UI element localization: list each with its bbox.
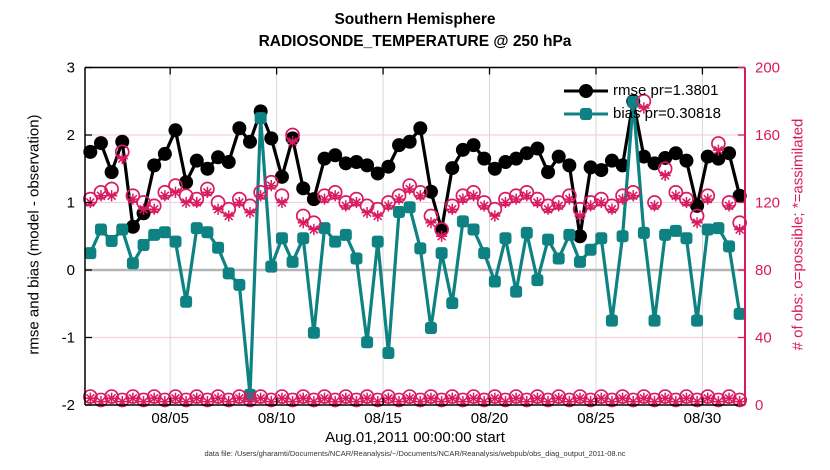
- svg-text:40: 40: [755, 330, 772, 347]
- legend-label-rmse: rmse pr=1.3801: [613, 82, 719, 99]
- tick-labels: 08/05 08/10 08/15 08/20 08/25 08/30 3 2 1 0 -1 -2 20…: [62, 60, 780, 428]
- svg-text:160: 160: [755, 127, 780, 144]
- svg-text:08/25: 08/25: [577, 410, 615, 427]
- svg-text:120: 120: [755, 195, 780, 212]
- svg-text:08/15: 08/15: [364, 410, 402, 427]
- svg-text:0: 0: [67, 262, 75, 279]
- svg-text:1: 1: [67, 195, 75, 212]
- bias-square-icon: [580, 107, 592, 120]
- svg-text:-2: -2: [62, 397, 75, 414]
- series-bias: [84, 95, 746, 401]
- svg-text:08/30: 08/30: [684, 410, 722, 427]
- legend-sample-rmse: [564, 83, 608, 98]
- axes-box: [84, 66, 746, 406]
- legend-sample-bias: [564, 107, 608, 120]
- svg-text:08/10: 08/10: [258, 410, 296, 427]
- svg-text:2: 2: [67, 127, 75, 144]
- svg-text:80: 80: [755, 262, 772, 279]
- title-line2: RADIOSONDE_TEMPERATURE @ 250 hPa: [258, 33, 572, 50]
- svg-text:-1: -1: [62, 330, 75, 347]
- svg-text:3: 3: [67, 60, 75, 77]
- data-file-caption: data file: /Users/gharamti/Documents/NCA…: [204, 449, 626, 458]
- series-obs-assimilated-bottom-row-: [84, 392, 746, 408]
- legend-row-rmse: rmse pr=1.3801: [563, 80, 721, 101]
- x-axis-label: Aug.01,2011 00:00:00 start: [325, 429, 505, 446]
- rmse-circle-icon: [579, 83, 593, 98]
- svg-text:200: 200: [755, 60, 780, 77]
- legend: rmse pr=1.3801 bias pr=0.30818: [563, 80, 721, 124]
- legend-label-bias: bias pr=0.30818: [613, 105, 722, 122]
- svg-text:0: 0: [755, 397, 763, 414]
- series-obs-assimilated: [84, 102, 746, 242]
- svg-text:08/05: 08/05: [151, 410, 189, 427]
- title-line1: Southern Hemisphere: [334, 11, 496, 28]
- legend-row-bias: bias pr=0.30818: [563, 103, 721, 124]
- svg-text:08/20: 08/20: [471, 410, 509, 427]
- tick-marks: [85, 66, 745, 406]
